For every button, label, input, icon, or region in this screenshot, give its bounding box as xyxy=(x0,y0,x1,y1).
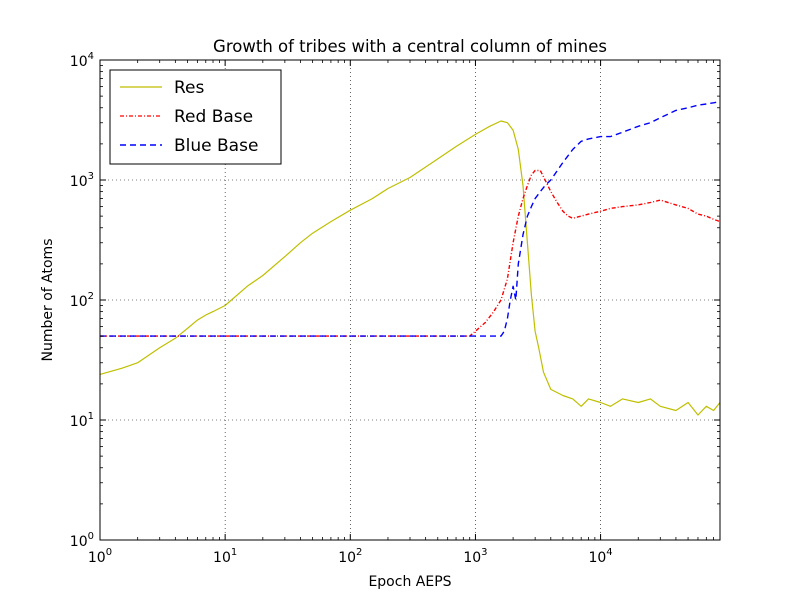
x-tick-label: 104 xyxy=(588,547,612,566)
chart-title: Growth of tribes with a central column o… xyxy=(213,37,607,56)
series-line-res xyxy=(99,120,721,416)
y-tick-label: 102 xyxy=(70,291,94,310)
x-tick-label: 102 xyxy=(338,547,362,566)
y-tick-label: 103 xyxy=(70,171,94,190)
x-tick-label: 101 xyxy=(213,547,237,566)
y-axis-label: Number of Atoms xyxy=(40,239,56,362)
x-tick-label: 100 xyxy=(88,547,112,566)
legend-box xyxy=(109,69,282,165)
legend: Res Red Base Blue Base xyxy=(109,69,282,165)
y-tick-label: 104 xyxy=(70,51,94,70)
series-line-red-base xyxy=(100,169,721,337)
y-tick-label: 100 xyxy=(70,531,94,550)
x-axis-label: Epoch AEPS xyxy=(368,574,451,590)
y-tick-label: 101 xyxy=(70,411,94,430)
x-tick-label: 103 xyxy=(463,547,487,566)
plot-frame xyxy=(99,59,721,541)
legend-label-blue-base: Blue Base xyxy=(174,136,258,156)
series-line-blue-base xyxy=(100,100,721,337)
legend-label-red-base: Red Base xyxy=(174,107,253,127)
legend-label-res: Res xyxy=(174,78,205,98)
series-lines xyxy=(99,100,721,416)
